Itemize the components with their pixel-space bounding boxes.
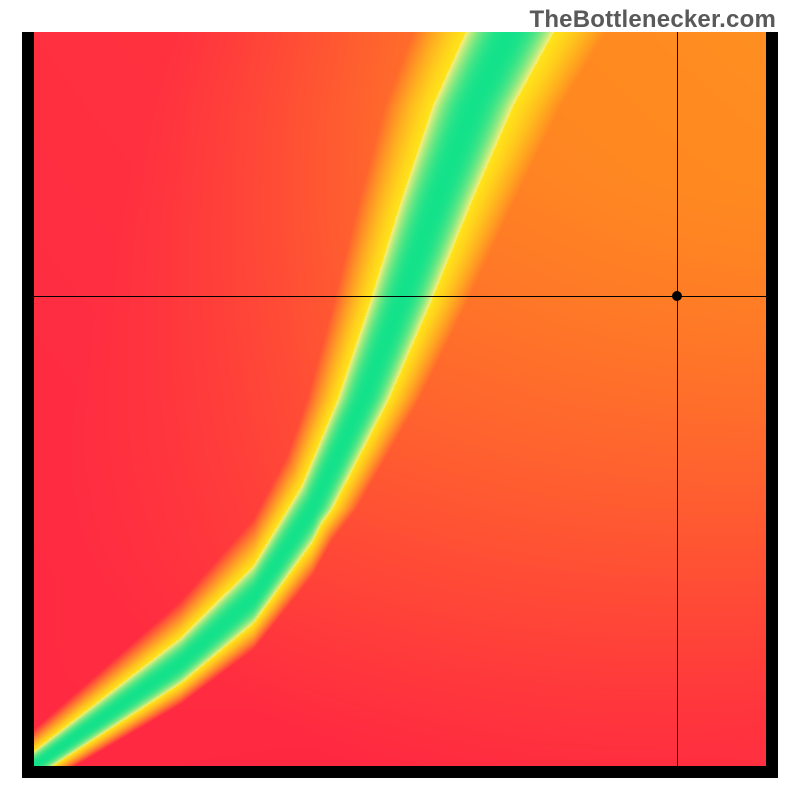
chart-inner (34, 32, 766, 766)
heatmap-canvas (34, 32, 766, 766)
chart-frame (22, 32, 778, 778)
crosshair-vertical (677, 32, 678, 766)
crosshair-point (672, 291, 682, 301)
watermark-text: TheBottlenecker.com (529, 6, 776, 34)
crosshair-horizontal (34, 296, 766, 297)
